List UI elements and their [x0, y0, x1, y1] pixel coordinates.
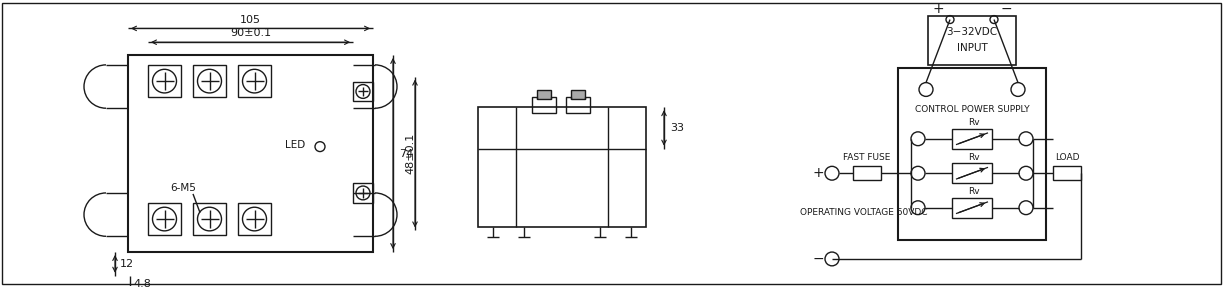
Text: +: +	[932, 2, 944, 16]
Text: 105: 105	[240, 14, 260, 25]
Bar	[951, 163, 992, 183]
Text: CONTROL POWER SUPPLY: CONTROL POWER SUPPLY	[915, 105, 1030, 114]
Text: FAST FUSE: FAST FUSE	[844, 153, 890, 162]
Text: −: −	[812, 252, 824, 266]
Bar	[353, 81, 373, 101]
Bar	[532, 97, 556, 113]
Bar	[951, 198, 992, 218]
Text: +: +	[812, 166, 824, 180]
Text: 48±0.1: 48±0.1	[405, 133, 415, 174]
Text: Rv: Rv	[969, 118, 980, 127]
Bar	[128, 55, 373, 252]
Bar	[148, 65, 181, 97]
Text: OPERATING VOLTAGE 60VDC: OPERATING VOLTAGE 60VDC	[800, 208, 927, 217]
Bar	[478, 107, 646, 227]
Bar	[193, 203, 226, 235]
Bar	[852, 166, 881, 180]
Text: −: −	[1000, 2, 1011, 16]
Text: 3−32VDC: 3−32VDC	[947, 27, 998, 37]
Bar	[353, 183, 373, 203]
Bar	[148, 203, 181, 235]
Text: 4.8: 4.8	[133, 279, 150, 289]
Text: 74: 74	[399, 149, 413, 159]
Text: Rv: Rv	[969, 153, 980, 162]
Bar	[951, 129, 992, 149]
Text: Rv: Rv	[969, 188, 980, 197]
Text: 6-M5: 6-M5	[170, 183, 196, 193]
Text: 33: 33	[670, 123, 684, 133]
Bar	[928, 16, 1016, 65]
Text: 90±0.1: 90±0.1	[230, 28, 272, 38]
Bar	[571, 90, 585, 99]
Bar	[238, 203, 272, 235]
Text: LOAD: LOAD	[1054, 153, 1079, 162]
Bar	[1053, 166, 1081, 180]
Text: INPUT: INPUT	[956, 43, 987, 53]
Bar	[898, 68, 1046, 240]
Bar	[566, 97, 589, 113]
Bar	[537, 90, 552, 99]
Text: 12: 12	[120, 259, 135, 269]
Bar	[238, 65, 272, 97]
Bar	[193, 65, 226, 97]
Text: LED: LED	[285, 140, 305, 150]
